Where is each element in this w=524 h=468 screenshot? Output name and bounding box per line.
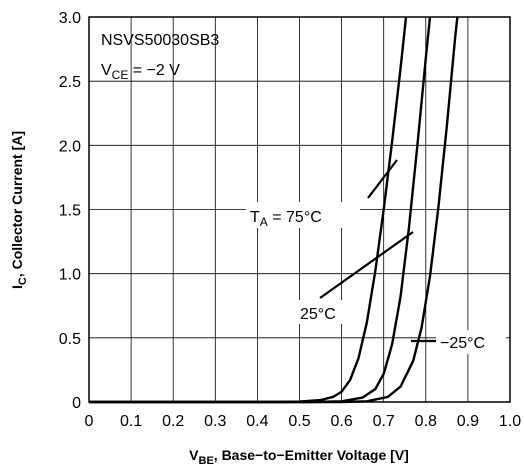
y-axis-title: IC, Collector Current [A] (9, 131, 29, 289)
y-tick-label: 0.5 (59, 331, 81, 348)
x-tick-label: 0.9 (457, 413, 479, 430)
x-tick-label: 0.2 (162, 413, 184, 430)
x-tick-label: 0.3 (204, 413, 226, 430)
x-axis-title: VBE, Base−to−Emitter Voltage [V] (189, 447, 409, 467)
svg-text:25°C: 25°C (300, 306, 336, 323)
svg-text:−25°C: −25°C (440, 335, 485, 352)
annotation-t75: TA = 75°C (246, 202, 360, 229)
x-tick-label: 0.7 (373, 413, 395, 430)
x-tick-label: 0.6 (330, 413, 352, 430)
annotation-tm25: −25°C (436, 330, 506, 354)
leader-lines (319, 159, 437, 343)
annotation-t25: 25°C (297, 300, 351, 324)
y-tick-label: 3.0 (59, 10, 81, 27)
x-tick-label: 0 (85, 413, 94, 430)
x-tick-label: 1.0 (499, 413, 521, 430)
leader-line-1 (319, 231, 414, 299)
x-tick-label: 0.5 (288, 413, 310, 430)
y-tick-label: 1.0 (59, 267, 81, 284)
condition-label: VCE = −2 V (101, 62, 180, 82)
leader-line-0 (367, 159, 398, 199)
x-tick-label: 0.4 (246, 413, 268, 430)
y-tick-label: 2.5 (59, 74, 81, 91)
y-tick-labels: 0 0.5 1.0 1.5 2.0 2.5 3.0 (59, 10, 81, 412)
x-tick-label: 0.8 (415, 413, 437, 430)
y-tick-label: 2.0 (59, 138, 81, 155)
y-tick-label: 1.5 (59, 203, 81, 220)
y-tick-label: 0 (72, 395, 81, 412)
x-tick-label: 0.1 (120, 413, 142, 430)
x-tick-labels: 0 0.1 0.2 0.3 0.4 0.5 0.6 0.7 0.8 0.9 1.0 (85, 413, 522, 430)
chart-title: NSVS50030SB3 (101, 32, 219, 49)
plot-frame (88, 16, 511, 403)
svg-text:TA = 75°C: TA = 75°C (250, 209, 322, 229)
